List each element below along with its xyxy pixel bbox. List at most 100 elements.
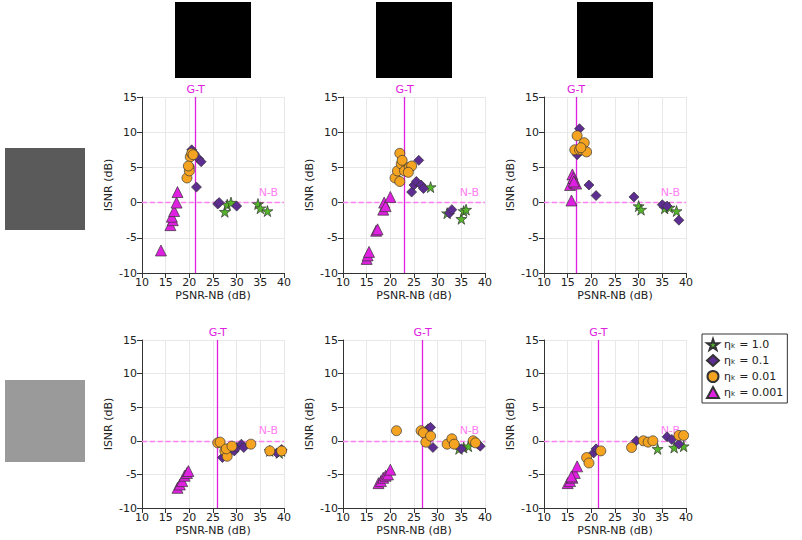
svg-text:15: 15: [123, 91, 137, 104]
svg-text:40: 40: [277, 511, 291, 524]
svg-text:15: 15: [561, 511, 575, 524]
svg-text:40: 40: [478, 276, 492, 289]
svg-text:15: 15: [159, 276, 173, 289]
svg-text:25: 25: [206, 511, 220, 524]
svg-text:G-T: G-T: [186, 83, 204, 96]
svg-text:5: 5: [331, 161, 338, 174]
svg-text:-5: -5: [528, 231, 539, 244]
svg-text:ηₖ = 0.01: ηₖ = 0.01: [724, 370, 776, 383]
svg-text:ISNR (dB): ISNR (dB): [303, 398, 316, 451]
svg-text:10: 10: [135, 511, 149, 524]
svg-text:20: 20: [383, 511, 397, 524]
svg-text:PSNR-NB (dB): PSNR-NB (dB): [577, 524, 652, 537]
svg-text:35: 35: [253, 511, 267, 524]
svg-text:30: 30: [230, 276, 244, 289]
svg-text:-5: -5: [126, 468, 137, 481]
svg-text:0: 0: [331, 196, 338, 209]
svg-text:15: 15: [324, 91, 338, 104]
svg-text:10: 10: [123, 126, 137, 139]
svg-text:35: 35: [454, 276, 468, 289]
svg-text:PSNR-NB (dB): PSNR-NB (dB): [577, 289, 652, 302]
svg-text:G-T: G-T: [589, 326, 607, 339]
svg-text:25: 25: [407, 276, 421, 289]
svg-text:0: 0: [130, 434, 137, 447]
svg-text:ISNR (dB): ISNR (dB): [504, 159, 517, 212]
svg-text:20: 20: [182, 511, 196, 524]
svg-text:ISNR (dB): ISNR (dB): [504, 398, 517, 451]
svg-text:-5: -5: [327, 468, 338, 481]
svg-text:ISNR (dB): ISNR (dB): [303, 159, 316, 212]
svg-text:10: 10: [537, 511, 551, 524]
svg-text:5: 5: [532, 401, 539, 414]
svg-text:15: 15: [525, 334, 539, 347]
svg-text:10: 10: [135, 276, 149, 289]
svg-text:40: 40: [679, 511, 693, 524]
svg-text:40: 40: [277, 276, 291, 289]
svg-text:15: 15: [360, 511, 374, 524]
svg-text:10: 10: [336, 276, 350, 289]
svg-text:15: 15: [360, 276, 374, 289]
svg-text:35: 35: [253, 276, 267, 289]
svg-text:20: 20: [584, 511, 598, 524]
svg-text:10: 10: [537, 276, 551, 289]
svg-text:15: 15: [525, 91, 539, 104]
svg-text:15: 15: [561, 276, 575, 289]
svg-text:5: 5: [331, 401, 338, 414]
svg-text:15: 15: [159, 511, 173, 524]
svg-text:20: 20: [584, 276, 598, 289]
svg-text:-5: -5: [528, 468, 539, 481]
svg-text:30: 30: [632, 511, 646, 524]
svg-text:35: 35: [655, 276, 669, 289]
svg-text:PSNR-NB (dB): PSNR-NB (dB): [376, 289, 451, 302]
svg-text:10: 10: [525, 126, 539, 139]
svg-text:40: 40: [679, 276, 693, 289]
svg-text:G-T: G-T: [567, 83, 585, 96]
svg-text:N-B: N-B: [460, 424, 479, 437]
svg-text:35: 35: [454, 511, 468, 524]
svg-text:-10: -10: [119, 266, 137, 280]
svg-text:10: 10: [336, 511, 350, 524]
svg-text:30: 30: [431, 511, 445, 524]
svg-text:40: 40: [478, 511, 492, 524]
svg-text:15: 15: [324, 334, 338, 347]
svg-text:25: 25: [608, 511, 622, 524]
svg-text:30: 30: [230, 511, 244, 524]
svg-text:ηₖ = 0.1: ηₖ = 0.1: [724, 354, 769, 367]
svg-text:30: 30: [632, 276, 646, 289]
svg-text:PSNR-NB (dB): PSNR-NB (dB): [175, 524, 250, 537]
svg-text:20: 20: [182, 276, 196, 289]
svg-text:N-B: N-B: [259, 424, 278, 437]
svg-text:5: 5: [532, 161, 539, 174]
svg-text:25: 25: [206, 276, 220, 289]
svg-text:N-B: N-B: [460, 186, 479, 199]
svg-text:15: 15: [123, 334, 137, 347]
svg-text:0: 0: [130, 196, 137, 209]
svg-text:25: 25: [608, 276, 622, 289]
svg-text:0: 0: [532, 434, 539, 447]
svg-text:G-T: G-T: [395, 83, 413, 96]
svg-text:N-B: N-B: [259, 186, 278, 199]
svg-text:N-B: N-B: [661, 186, 680, 199]
svg-text:25: 25: [407, 511, 421, 524]
svg-text:ISNR (dB): ISNR (dB): [102, 159, 115, 212]
svg-text:5: 5: [130, 161, 137, 174]
svg-text:ηₖ = 1.0: ηₖ = 1.0: [724, 338, 769, 351]
svg-text:-5: -5: [327, 231, 338, 244]
svg-text:G-T: G-T: [413, 326, 431, 339]
svg-text:10: 10: [324, 126, 338, 139]
svg-text:30: 30: [431, 276, 445, 289]
svg-text:ηₖ = 0.001: ηₖ = 0.001: [724, 386, 783, 399]
svg-text:35: 35: [655, 511, 669, 524]
svg-text:10: 10: [123, 367, 137, 380]
svg-text:PSNR-NB (dB): PSNR-NB (dB): [376, 524, 451, 537]
svg-text:0: 0: [532, 196, 539, 209]
svg-text:-5: -5: [126, 231, 137, 244]
svg-text:G-T: G-T: [209, 326, 227, 339]
svg-text:0: 0: [331, 434, 338, 447]
svg-text:ISNR (dB): ISNR (dB): [102, 398, 115, 451]
svg-text:5: 5: [130, 401, 137, 414]
svg-text:10: 10: [324, 367, 338, 380]
svg-text:10: 10: [525, 367, 539, 380]
svg-text:20: 20: [383, 276, 397, 289]
svg-text:PSNR-NB (dB): PSNR-NB (dB): [175, 289, 250, 302]
